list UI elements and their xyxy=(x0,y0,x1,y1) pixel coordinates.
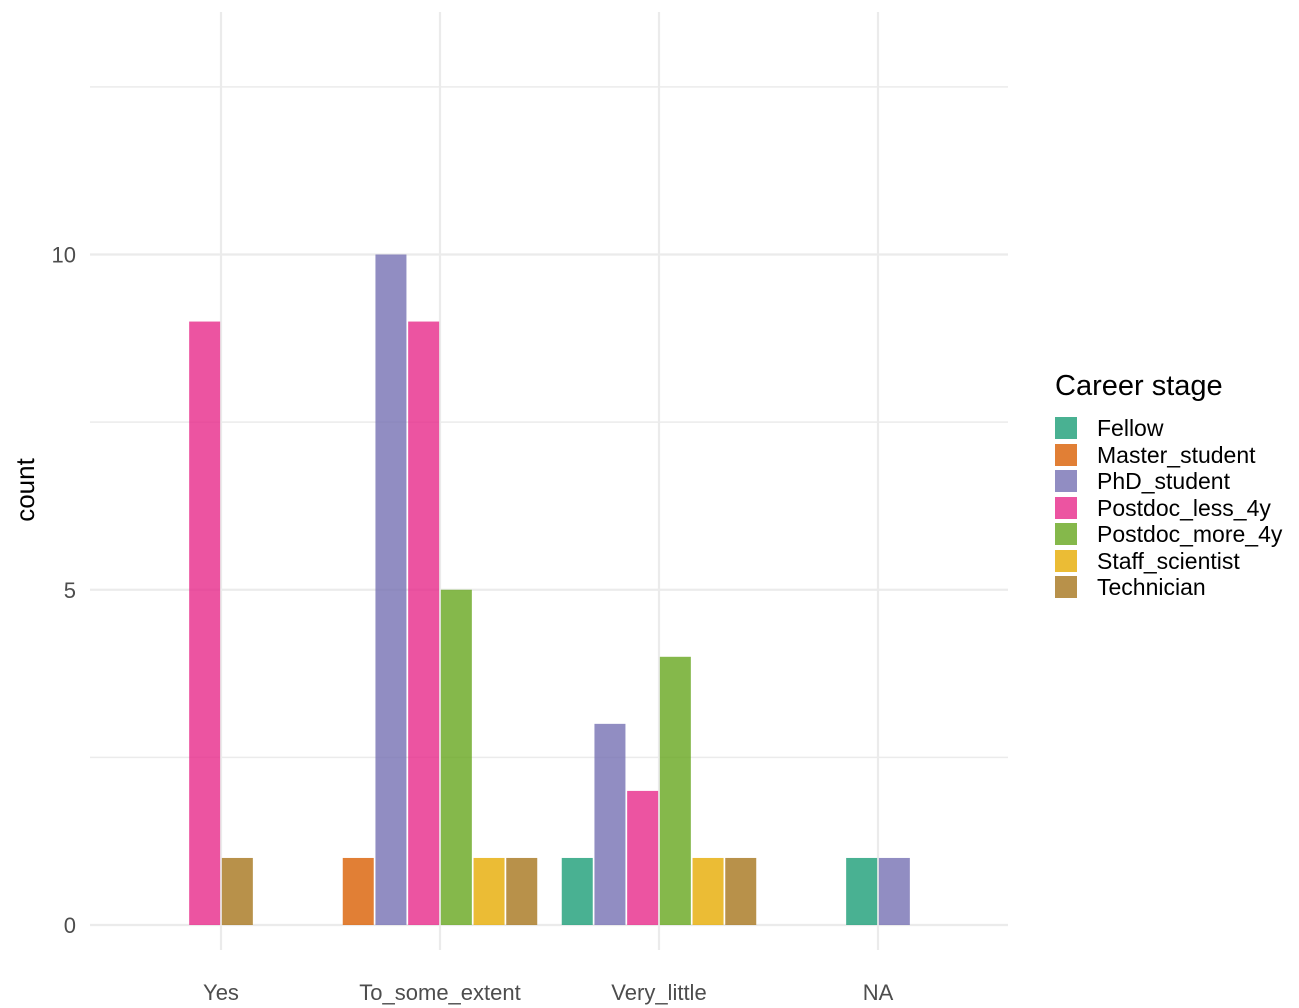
bars xyxy=(189,254,910,925)
x-tick-labels: Yes To_some_extent Very_little NA xyxy=(203,980,894,1005)
legend-label: Master_student xyxy=(1097,441,1256,468)
legend-item-postdoc-less-4y: Postdoc_less_4y xyxy=(1055,495,1282,522)
legend-item-fellow: Fellow xyxy=(1055,415,1282,442)
x-tick-label-yes: Yes xyxy=(203,980,239,1005)
y-axis-title: count xyxy=(10,457,40,521)
y-tick-labels: 0 5 10 xyxy=(52,243,76,939)
legend-swatch xyxy=(1055,576,1077,599)
legend-items: Fellow Master_student PhD_student Postdoc_l… xyxy=(1055,415,1282,601)
bar-yes-postdoc-less-4y xyxy=(189,321,221,925)
legend-item-phd-student: PhD_student xyxy=(1055,468,1282,495)
y-tick-label: 10 xyxy=(52,243,76,268)
legend-label: Postdoc_more_4y xyxy=(1097,521,1283,548)
y-tick-label: 5 xyxy=(64,578,76,603)
bar-to-some-extent-technician xyxy=(506,857,538,925)
legend-label: Postdoc_less_4y xyxy=(1097,494,1271,521)
bar-to-some-extent-master-student xyxy=(342,857,374,925)
bar-na-phd-student xyxy=(878,857,910,925)
legend-swatch xyxy=(1055,470,1077,493)
bar-to-some-extent-staff-scientist xyxy=(473,857,505,925)
grid-lines xyxy=(90,12,1008,950)
bar-very-little-fellow xyxy=(561,857,593,925)
bar-very-little-staff-scientist xyxy=(692,857,724,925)
bar-na-fellow xyxy=(846,857,878,925)
legend-label: Staff_scientist xyxy=(1097,547,1240,574)
legend-label: Technician xyxy=(1097,574,1206,601)
bar-very-little-technician xyxy=(725,857,757,925)
legend-swatch xyxy=(1055,549,1077,572)
legend-swatch xyxy=(1055,417,1077,440)
x-tick-label-na: NA xyxy=(863,980,894,1005)
bar-to-some-extent-phd-student xyxy=(375,254,407,925)
legend-label: PhD_student xyxy=(1097,468,1230,495)
bar-to-some-extent-postdoc-less-4y xyxy=(408,321,440,925)
legend-swatch xyxy=(1055,496,1077,519)
y-tick-label: 0 xyxy=(64,913,76,938)
legend-item-technician: Technician xyxy=(1055,574,1282,601)
legend-title: Career stage xyxy=(1055,370,1223,402)
bar-very-little-postdoc-more-4y xyxy=(659,656,691,925)
legend-label: Fellow xyxy=(1097,415,1164,442)
legend-item-postdoc-more-4y: Postdoc_more_4y xyxy=(1055,521,1282,548)
x-tick-label-to-some-extent: To_some_extent xyxy=(359,980,520,1005)
bar-yes-technician xyxy=(221,857,253,925)
legend-swatch xyxy=(1055,443,1077,466)
bar-to-some-extent-postdoc-more-4y xyxy=(440,589,472,925)
bar-very-little-phd-student xyxy=(594,723,626,925)
legend: Career stage Fellow Master_student PhD_stu… xyxy=(1055,370,1282,601)
legend-swatch xyxy=(1055,523,1077,546)
bar-very-little-postdoc-less-4y xyxy=(627,790,659,925)
legend-item-staff-scientist: Staff_scientist xyxy=(1055,548,1282,575)
x-tick-label-very-little: Very_little xyxy=(611,980,706,1005)
legend-item-master-student: Master_student xyxy=(1055,442,1282,469)
